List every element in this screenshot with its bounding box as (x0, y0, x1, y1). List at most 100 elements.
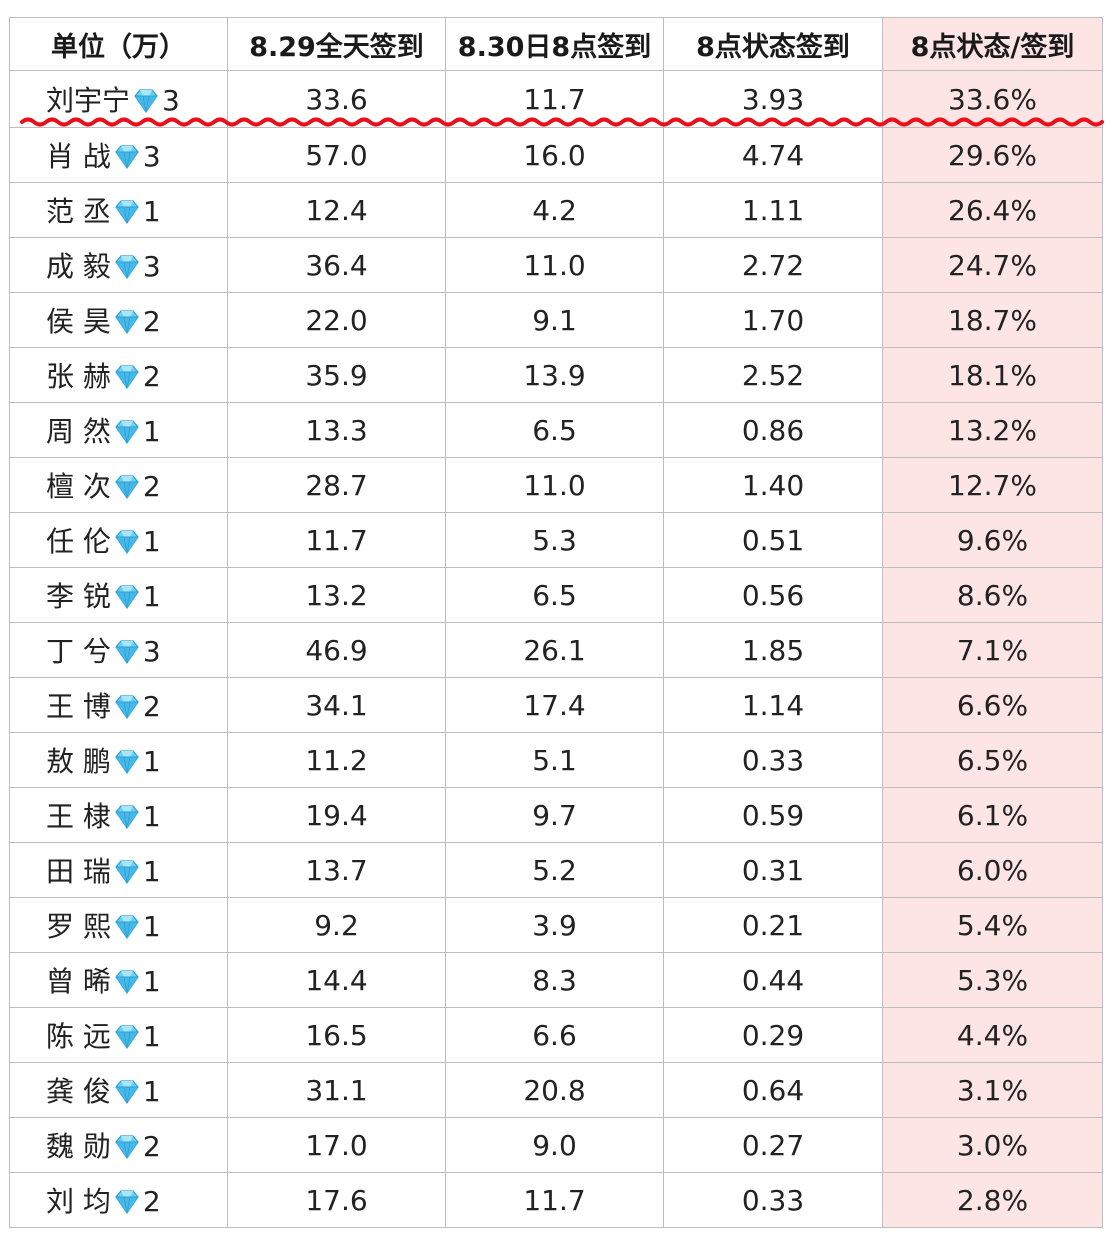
cell-8am-status: 3.93 (663, 70, 883, 128)
diamond-level: 3 (142, 635, 161, 668)
table-row: 王 棣 1 19.4 9.7 0.59 6.1% (9, 787, 1103, 843)
cell-829-all-day: 12.4 (227, 182, 446, 238)
name-cell: 龚 俊 1 (9, 1062, 228, 1118)
cell-829-all-day: 11.2 (227, 732, 446, 788)
artist-name: 范 丞 (46, 195, 111, 228)
cell-829-all-day: 36.4 (227, 237, 446, 293)
name-cell: 檀 次 2 (9, 457, 228, 513)
cell-829-all-day: 17.6 (227, 1172, 446, 1228)
cell-8am-ratio: 3.0% (882, 1117, 1103, 1173)
diamond-icon (115, 145, 139, 170)
name-cell: 田 瑞 1 (9, 842, 228, 898)
table-row: 魏 勋 2 17.0 9.0 0.27 3.0% (9, 1117, 1103, 1173)
cell-8am-ratio: 18.7% (882, 292, 1103, 348)
table-row: 田 瑞 1 13.7 5.2 0.31 6.0% (9, 842, 1103, 898)
cell-830-8am: 11.7 (445, 1172, 664, 1228)
cell-8am-ratio: 26.4% (882, 182, 1103, 238)
cell-830-8am: 13.9 (445, 347, 664, 403)
cell-830-8am: 20.8 (445, 1062, 664, 1118)
cell-8am-status: 0.33 (663, 732, 883, 788)
table-row: 肖 战 3 57.0 16.0 4.74 29.6% (9, 127, 1103, 183)
table-row: 陈 远 1 16.5 6.6 0.29 4.4% (9, 1007, 1103, 1063)
cell-830-8am: 6.5 (445, 402, 664, 458)
cell-8am-status: 2.72 (663, 237, 883, 293)
cell-8am-status: 2.52 (663, 347, 883, 403)
cell-8am-ratio: 6.1% (882, 787, 1103, 843)
name-cell: 罗 熙 1 (9, 897, 228, 953)
table-row: 成 毅 3 36.4 11.0 2.72 24.7% (9, 237, 1103, 293)
artist-name: 丁 兮 (46, 635, 111, 668)
name-cell: 魏 勋 2 (9, 1117, 228, 1173)
diamond-icon (115, 860, 139, 885)
cell-8am-ratio: 4.4% (882, 1007, 1103, 1063)
cell-8am-ratio: 29.6% (882, 127, 1103, 183)
diamond-icon (115, 310, 139, 335)
cell-830-8am: 3.9 (445, 897, 664, 953)
name-cell: 敖 鹏 1 (9, 732, 228, 788)
table-row: 张 赫 2 35.9 13.9 2.52 18.1% (9, 347, 1103, 403)
cell-830-8am: 9.1 (445, 292, 664, 348)
cell-829-all-day: 17.0 (227, 1117, 446, 1173)
diamond-level: 3 (142, 140, 161, 173)
cell-8am-status: 1.85 (663, 622, 883, 678)
cell-829-all-day: 22.0 (227, 292, 446, 348)
cell-829-all-day: 14.4 (227, 952, 446, 1008)
artist-name: 魏 勋 (46, 1130, 111, 1163)
cell-829-all-day: 33.6 (227, 70, 446, 128)
name-cell: 成 毅 3 (9, 237, 228, 293)
diamond-level: 1 (142, 910, 161, 943)
diamond-icon (115, 750, 139, 775)
diamond-level: 2 (142, 690, 161, 723)
header-8am-ratio: 8点状态/签到 (882, 17, 1103, 71)
cell-829-all-day: 9.2 (227, 897, 446, 953)
name-cell: 肖 战 3 (9, 127, 228, 183)
cell-8am-ratio: 2.8% (882, 1172, 1103, 1228)
cell-8am-ratio: 12.7% (882, 457, 1103, 513)
cell-830-8am: 6.6 (445, 1007, 664, 1063)
diamond-level: 2 (142, 470, 161, 503)
table-row: 周 然 1 13.3 6.5 0.86 13.2% (9, 402, 1103, 458)
cell-829-all-day: 13.2 (227, 567, 446, 623)
cell-8am-ratio: 6.0% (882, 842, 1103, 898)
cell-830-8am: 11.0 (445, 237, 664, 293)
diamond-level: 1 (142, 855, 161, 888)
cell-8am-ratio: 6.5% (882, 732, 1103, 788)
header-829-all-day: 8.29全天签到 (227, 17, 446, 71)
name-cell: 王 博 2 (9, 677, 228, 733)
cell-8am-status: 0.59 (663, 787, 883, 843)
artist-name: 陈 远 (46, 1020, 111, 1053)
header-830-8am: 8.30日8点签到 (445, 17, 664, 71)
artist-name: 刘宇宁 (46, 84, 131, 117)
table-row: 范 丞 1 12.4 4.2 1.11 26.4% (9, 182, 1103, 238)
cell-829-all-day: 34.1 (227, 677, 446, 733)
name-cell: 周 然 1 (9, 402, 228, 458)
artist-name: 田 瑞 (46, 855, 111, 888)
name-cell: 刘宇宁 3 (9, 70, 228, 128)
artist-name: 成 毅 (46, 250, 111, 283)
header-unit: 单位（万） (9, 17, 228, 71)
table-row: 刘 均 2 17.6 11.7 0.33 2.8% (9, 1172, 1103, 1228)
diamond-icon (115, 1135, 139, 1160)
diamond-level: 1 (142, 415, 161, 448)
table-row: 敖 鹏 1 11.2 5.1 0.33 6.5% (9, 732, 1103, 788)
cell-830-8am: 8.3 (445, 952, 664, 1008)
cell-8am-status: 0.44 (663, 952, 883, 1008)
cell-8am-ratio: 5.4% (882, 897, 1103, 953)
diamond-icon (134, 89, 158, 114)
cell-8am-status: 1.14 (663, 677, 883, 733)
artist-name: 任 伦 (46, 525, 111, 558)
cell-8am-ratio: 9.6% (882, 512, 1103, 568)
diamond-level: 1 (142, 965, 161, 998)
cell-8am-status: 0.21 (663, 897, 883, 953)
artist-name: 曾 晞 (46, 965, 111, 998)
name-cell: 曾 晞 1 (9, 952, 228, 1008)
cell-830-8am: 11.0 (445, 457, 664, 513)
diamond-icon (115, 475, 139, 500)
sign-in-ranking-table: 单位（万） 8.29全天签到 8.30日8点签到 8点状态签到 8点状态/签到 … (9, 17, 1103, 1228)
cell-829-all-day: 46.9 (227, 622, 446, 678)
diamond-icon (115, 970, 139, 995)
cell-830-8am: 9.7 (445, 787, 664, 843)
artist-name: 罗 熙 (46, 910, 111, 943)
artist-name: 王 棣 (46, 800, 111, 833)
cell-8am-ratio: 24.7% (882, 237, 1103, 293)
